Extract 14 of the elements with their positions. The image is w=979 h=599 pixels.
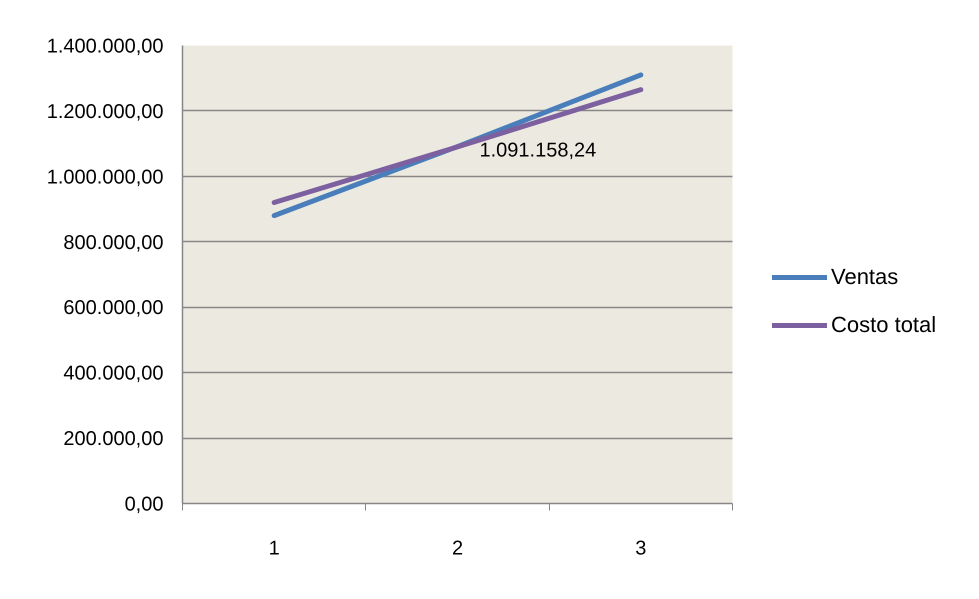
x-tick-label: 1	[268, 538, 280, 560]
legend-label: Costo total	[831, 312, 936, 338]
y-tick-label: 0,00	[124, 494, 164, 516]
legend-label: Ventas	[831, 264, 898, 290]
y-tick-label: 1.000.000,00	[46, 166, 164, 188]
y-tick-label: 1.200.000,00	[46, 100, 164, 123]
data-label: 1.091.158,24	[480, 140, 596, 162]
y-tick-label: 1.400.000,00	[46, 36, 164, 58]
y-tick-label: 200.000,00	[63, 428, 164, 450]
y-tick-label: 800.000,00	[63, 232, 164, 254]
x-tick-label: 3	[635, 538, 646, 560]
y-tick-label: 400.000,00	[63, 362, 164, 385]
x-tick-label: 2	[452, 538, 464, 560]
y-tick-label: 600.000,00	[63, 297, 164, 320]
